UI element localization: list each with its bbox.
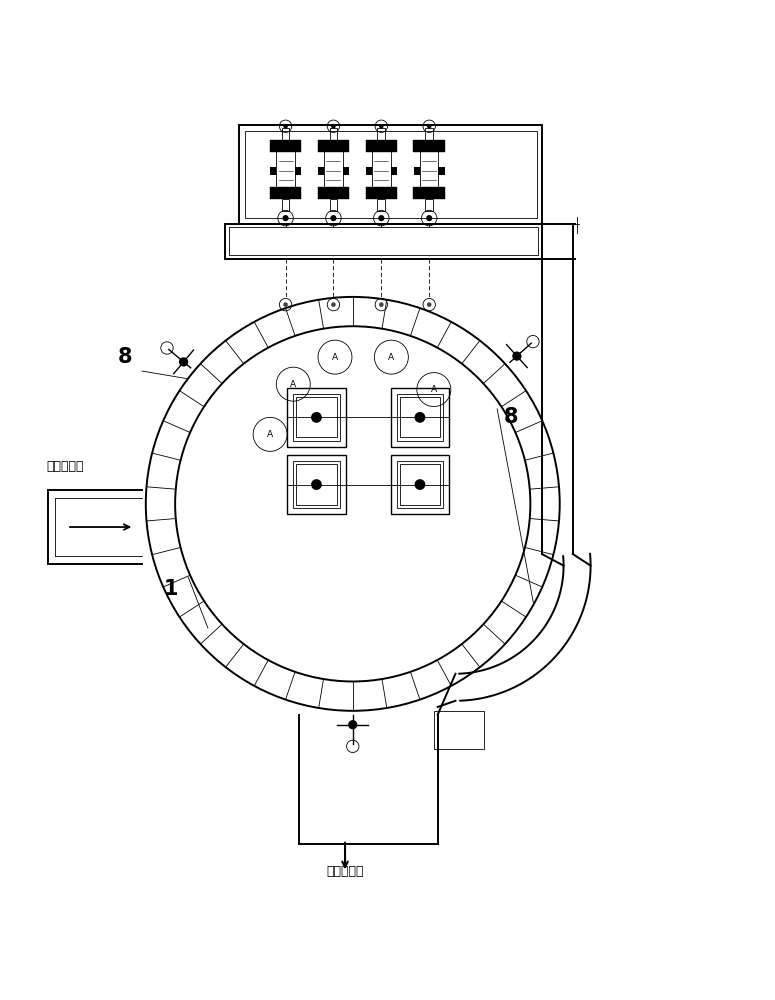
Bar [281,128,289,140]
Text: A: A [332,353,338,362]
Bar [270,140,301,146]
Bar [413,140,445,146]
Bar [425,199,433,211]
Circle shape [311,412,322,423]
Bar [400,464,440,505]
Bar [277,149,294,192]
Bar [281,199,289,211]
Circle shape [427,124,432,129]
Bar [366,140,397,146]
Bar [372,149,391,192]
Text: 8: 8 [504,407,518,427]
Bar [397,461,443,508]
Text: 脱硫进气口: 脱硫进气口 [46,460,84,473]
Text: 8: 8 [118,347,133,367]
Circle shape [427,302,432,307]
Bar [318,146,350,152]
Bar [391,167,397,175]
Bar [377,128,385,140]
Bar [425,128,433,140]
Bar [318,167,324,175]
Text: A: A [290,380,296,389]
Circle shape [179,357,188,367]
Text: A: A [388,353,394,362]
Bar [226,224,542,259]
Circle shape [331,124,336,129]
Circle shape [348,720,357,729]
Bar [318,140,350,146]
Bar [293,394,339,441]
Bar [293,461,339,508]
Circle shape [512,351,522,361]
Circle shape [378,215,384,221]
Bar [377,199,385,211]
Circle shape [415,412,425,423]
Bar [294,167,301,175]
Bar [400,397,440,437]
Bar [329,128,337,140]
Bar [270,193,301,199]
Bar [296,464,336,505]
Text: 1: 1 [164,579,178,599]
Circle shape [415,479,425,490]
Bar [413,146,445,152]
Bar [434,711,484,749]
Bar [366,146,397,152]
Circle shape [282,215,288,221]
Bar [229,227,538,255]
Bar [343,167,349,175]
Circle shape [330,215,336,221]
Circle shape [426,215,432,221]
Bar [366,167,372,175]
Bar [287,388,346,447]
Bar [414,167,420,175]
Circle shape [283,124,288,129]
Bar [391,455,450,514]
Bar [397,394,443,441]
Bar [366,187,397,193]
Bar [270,146,301,152]
Bar [318,187,350,193]
Bar [329,199,337,211]
Bar [287,455,346,514]
Bar [366,193,397,199]
Bar [239,125,542,224]
Bar [270,167,277,175]
Bar [439,167,445,175]
Bar [245,131,536,218]
Bar [420,149,439,192]
Circle shape [311,479,322,490]
Circle shape [379,124,384,129]
Bar [318,193,350,199]
Text: A: A [267,430,273,439]
Bar [296,397,336,437]
Circle shape [379,302,384,307]
Text: A: A [431,385,437,394]
Bar [324,149,343,192]
Text: 脱硫出气口: 脱硫出气口 [326,865,363,878]
Bar [413,187,445,193]
Circle shape [283,302,288,307]
Circle shape [331,302,336,307]
Bar [391,388,450,447]
Bar [413,193,445,199]
Bar [270,187,301,193]
